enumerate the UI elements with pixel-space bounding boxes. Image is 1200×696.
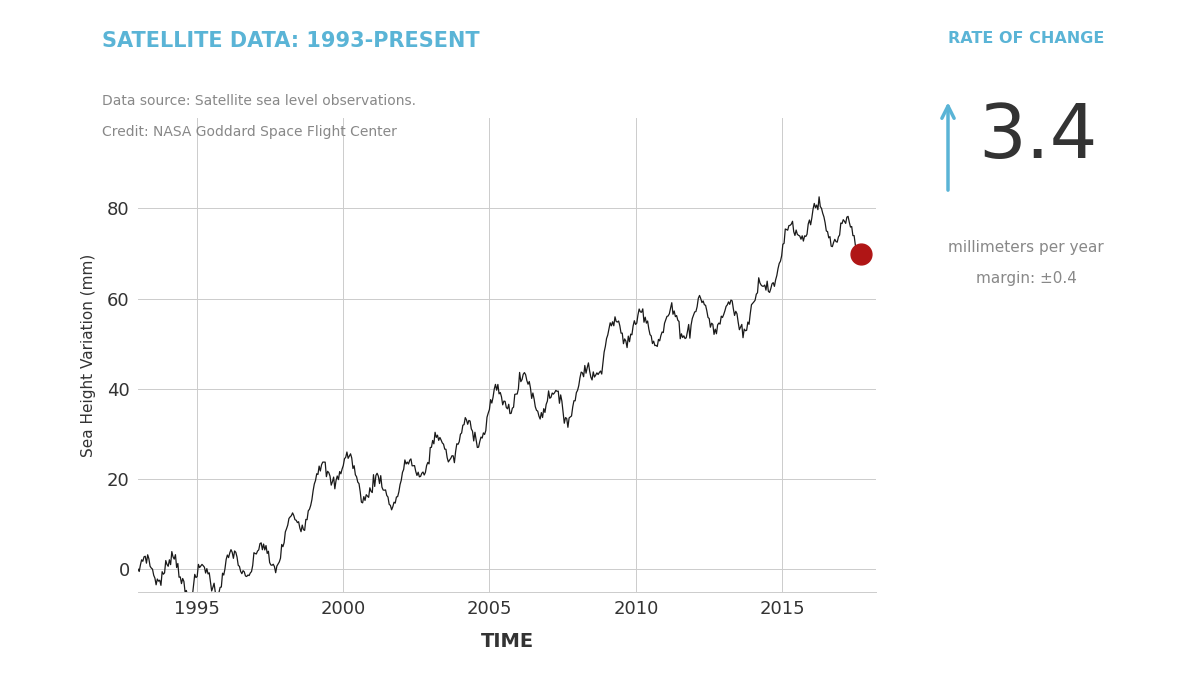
Text: SATELLITE DATA: 1993-PRESENT: SATELLITE DATA: 1993-PRESENT [102, 31, 480, 52]
Y-axis label: Sea Height Variation (mm): Sea Height Variation (mm) [80, 253, 96, 457]
Text: Data source: Satellite sea level observations.: Data source: Satellite sea level observa… [102, 94, 416, 108]
Text: margin: ±0.4: margin: ±0.4 [976, 271, 1076, 287]
X-axis label: TIME: TIME [480, 632, 534, 651]
Text: RATE OF CHANGE: RATE OF CHANGE [948, 31, 1104, 47]
Text: Credit: NASA Goddard Space Flight Center: Credit: NASA Goddard Space Flight Center [102, 125, 397, 139]
Text: 3.4: 3.4 [978, 101, 1098, 174]
Text: millimeters per year: millimeters per year [948, 240, 1104, 255]
